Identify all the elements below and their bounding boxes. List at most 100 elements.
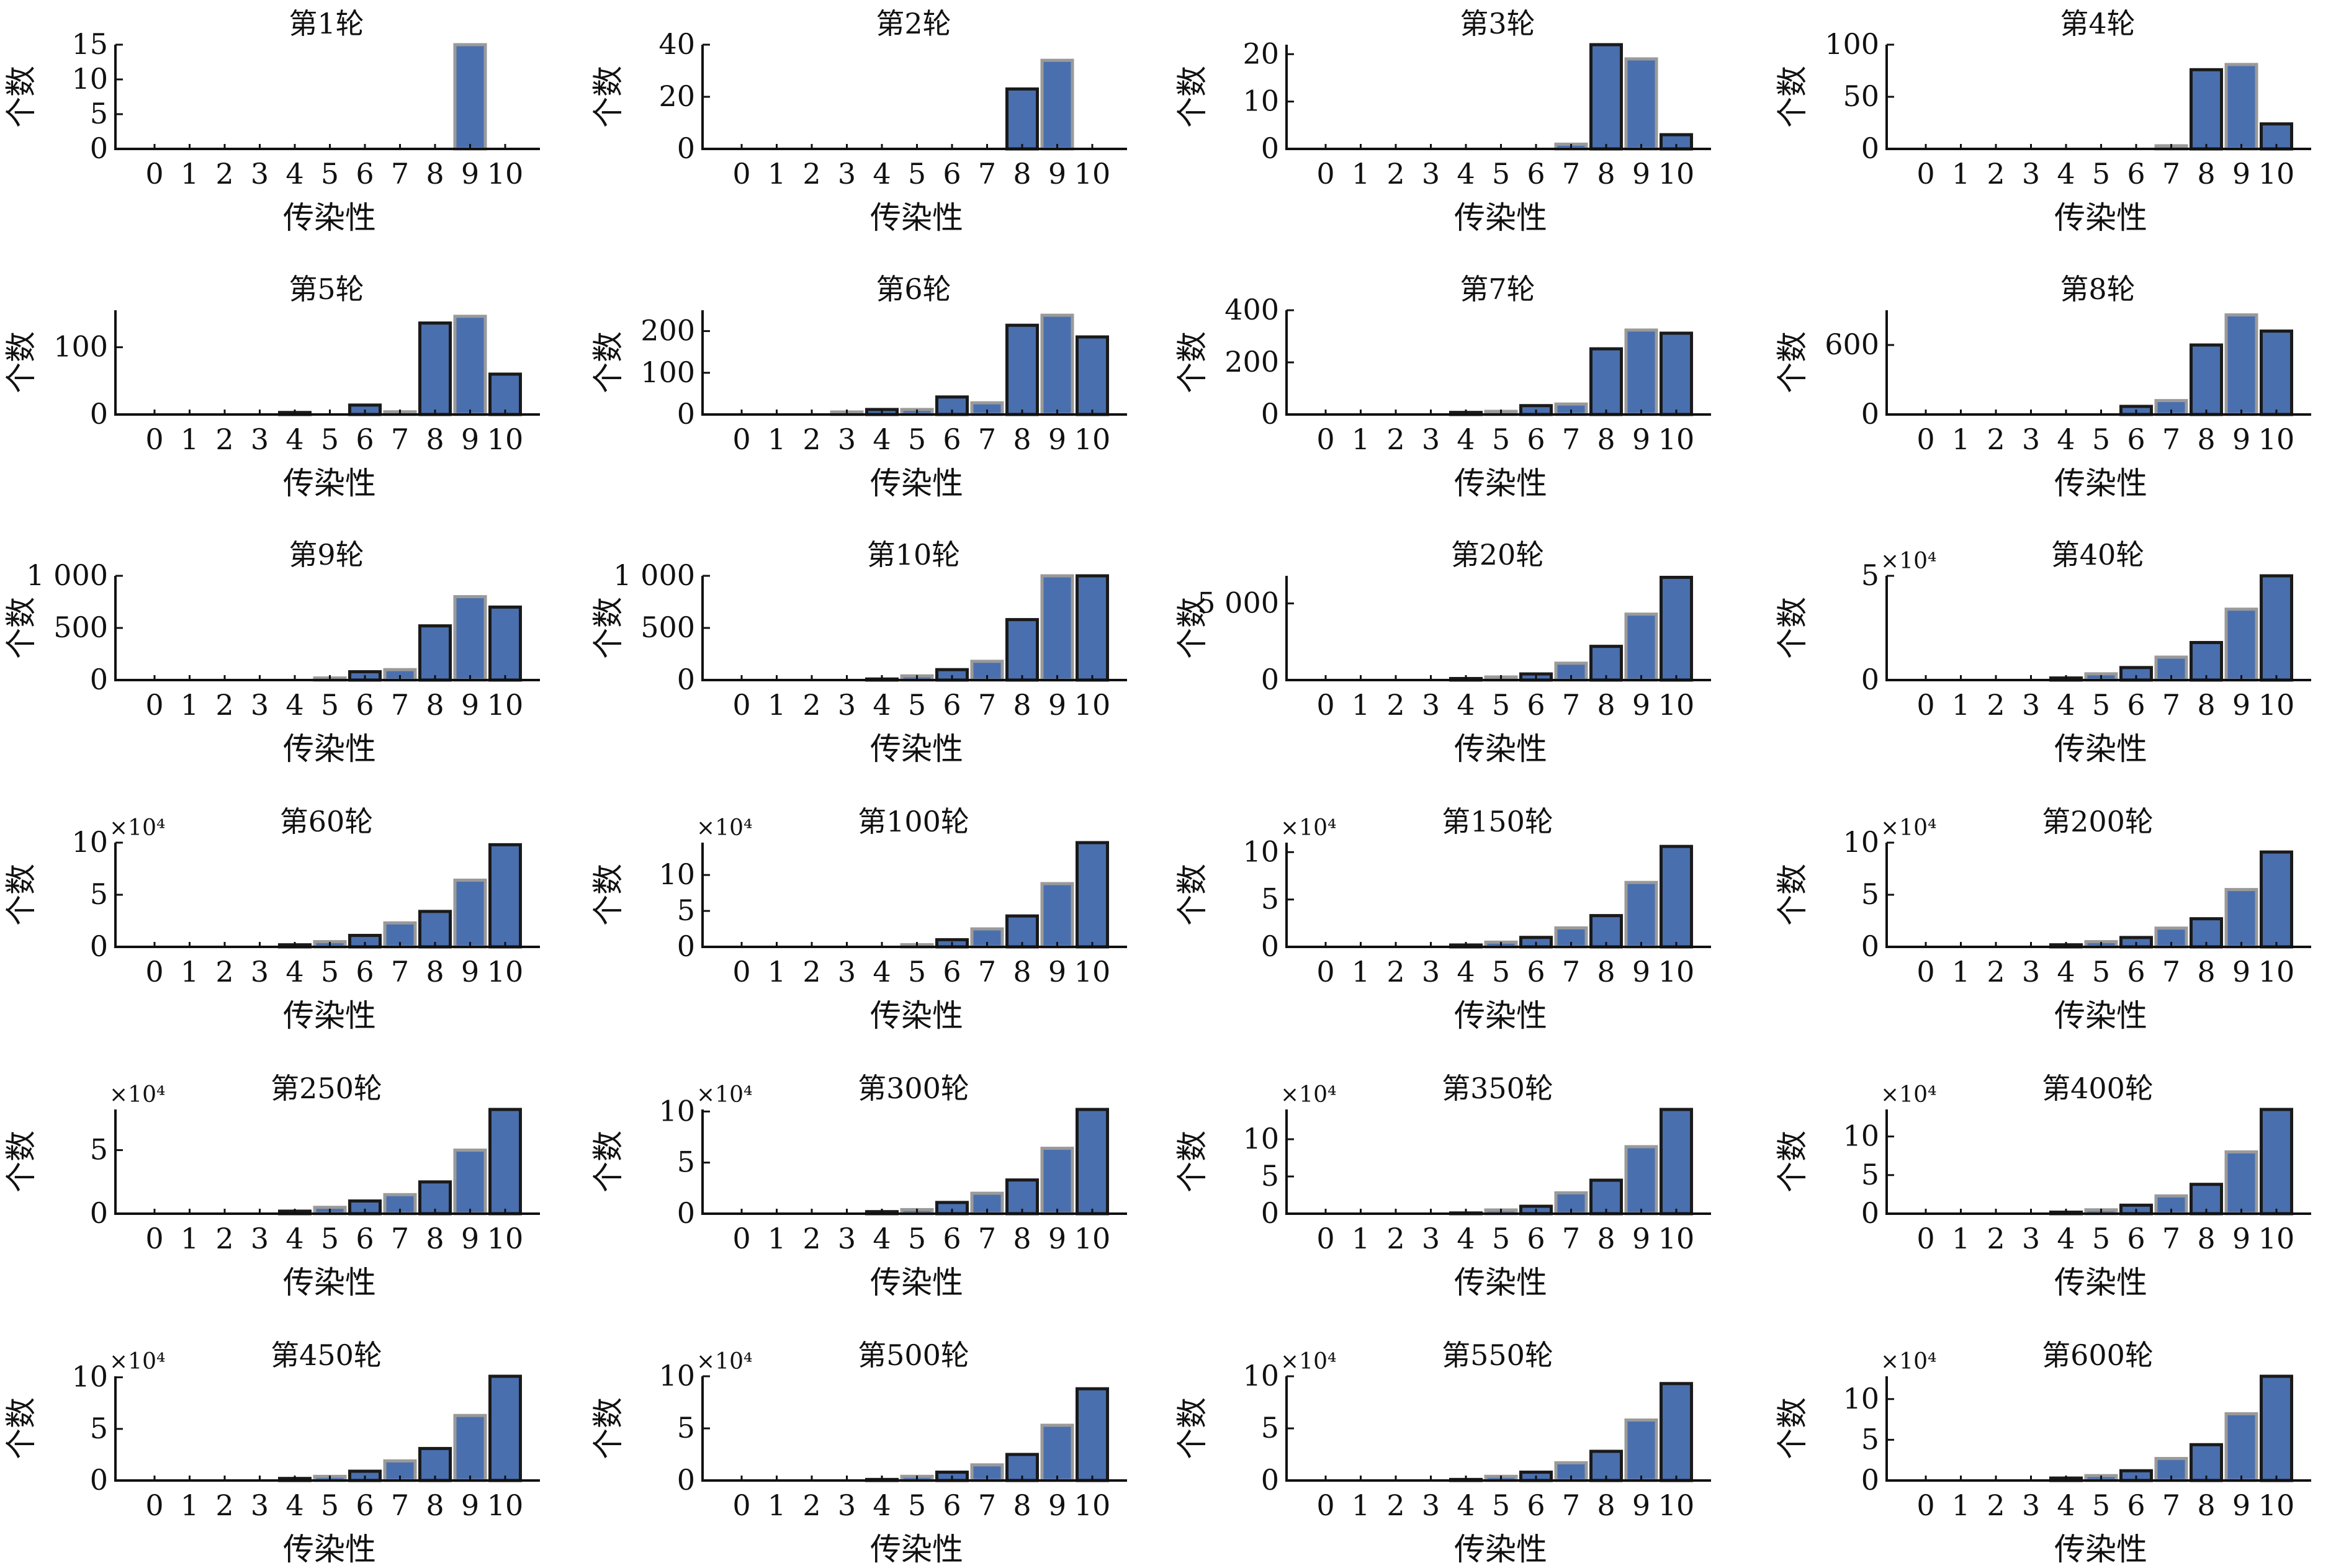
y-tick-label: 5 [90, 1412, 108, 1445]
x-tick-label: 4 [873, 955, 891, 988]
x-tick-label: 3 [838, 423, 856, 456]
y-tick-label: 10 [71, 1360, 108, 1394]
x-tick-label: 8 [1597, 955, 1615, 988]
bar [1040, 313, 1074, 416]
chart-title: 第4轮 [2060, 7, 2135, 40]
bar [2224, 313, 2258, 416]
x-tick-label: 7 [391, 688, 409, 722]
x-tick-label: 6 [356, 423, 374, 456]
axis-multiplier: ×10⁴ [1880, 549, 1936, 574]
y-tick-label: 0 [90, 1463, 108, 1497]
x-tick-label: 5 [908, 423, 926, 456]
x-tick-label: 5 [321, 955, 339, 988]
bar [1624, 880, 1658, 949]
x-tick-label: 3 [251, 1222, 269, 1255]
x-tick-label: 2 [1386, 1222, 1404, 1255]
x-tick-label: 6 [1527, 1222, 1545, 1255]
bar [1589, 43, 1623, 151]
x-tick-label: 6 [1527, 157, 1545, 190]
y-tick-label: 1 000 [613, 558, 695, 592]
bar [1040, 574, 1074, 682]
x-tick-label: 2 [215, 423, 233, 456]
y-tick-label: 5 000 [1197, 586, 1279, 619]
x-axis-label: 传染性 [1454, 465, 1547, 501]
x-tick-label: 10 [487, 423, 524, 456]
chart-title: 第150轮 [1442, 805, 1553, 838]
y-tick-label: 5 [677, 1145, 695, 1179]
y-axis-label: 个数 [3, 331, 39, 393]
x-tick-label: 3 [1422, 955, 1440, 988]
x-tick-label: 4 [2057, 1489, 2075, 1522]
x-tick-label: 9 [1048, 157, 1066, 190]
x-tick-label: 9 [461, 955, 479, 988]
y-tick-label: 500 [640, 611, 695, 644]
x-tick-label: 6 [943, 1222, 961, 1255]
y-tick-label: 10 [658, 1094, 695, 1127]
x-tick-label: 2 [215, 157, 233, 190]
y-axis-label: 个数 [3, 864, 39, 926]
x-tick-label: 2 [215, 1222, 233, 1255]
x-tick-label: 0 [145, 688, 163, 722]
axis-multiplier: ×10⁴ [1280, 1082, 1336, 1108]
x-tick-label: 8 [2197, 955, 2215, 988]
y-axis-label: 个数 [1774, 331, 1810, 393]
x-tick-label: 3 [1422, 157, 1440, 190]
y-tick-label: 500 [53, 611, 108, 644]
bar [418, 910, 452, 949]
x-tick-label: 10 [1658, 955, 1695, 988]
x-tick-label: 1 [1952, 1222, 1970, 1255]
axis-multiplier: ×10⁴ [1280, 1349, 1336, 1374]
x-tick-label: 1 [768, 157, 786, 190]
y-tick-label: 0 [90, 397, 108, 431]
x-tick-label: 6 [356, 688, 374, 722]
x-tick-label: 3 [2022, 1489, 2040, 1522]
x-axis-label: 传染性 [283, 731, 376, 767]
x-tick-label: 0 [145, 423, 163, 456]
x-axis-label: 传染性 [870, 465, 963, 501]
bar [1660, 331, 1693, 416]
x-tick-label: 5 [321, 423, 339, 456]
x-tick-label: 3 [838, 1222, 856, 1255]
x-tick-label: 6 [1527, 955, 1545, 988]
x-tick-label: 4 [1457, 955, 1475, 988]
y-axis-label: 个数 [3, 1397, 39, 1459]
x-axis-label: 传染性 [1454, 1531, 1547, 1565]
x-tick-label: 6 [2127, 1222, 2145, 1255]
axis-multiplier: ×10⁴ [696, 815, 752, 841]
x-tick-label: 3 [251, 423, 269, 456]
x-tick-label: 10 [2258, 955, 2295, 988]
x-tick-label: 7 [391, 1222, 409, 1255]
x-tick-label: 4 [1457, 1222, 1475, 1255]
chart-title: 第8轮 [2060, 272, 2135, 306]
x-tick-label: 10 [1074, 423, 1111, 456]
x-tick-label: 5 [2092, 1489, 2110, 1522]
x-tick-label: 8 [2197, 1489, 2215, 1522]
x-tick-label: 6 [2127, 955, 2145, 988]
y-tick-label: 0 [677, 663, 695, 696]
x-tick-label: 7 [2162, 1222, 2180, 1255]
x-tick-label: 4 [1457, 423, 1475, 456]
y-tick-label: 200 [1224, 345, 1279, 379]
y-tick-label: 0 [1861, 397, 1879, 431]
x-tick-label: 1 [1952, 423, 1970, 456]
x-tick-label: 7 [978, 423, 996, 456]
x-axis-label: 传染性 [1454, 731, 1547, 767]
x-tick-label: 1 [768, 955, 786, 988]
chart-title: 第5轮 [289, 272, 364, 306]
y-tick-label: 10 [1242, 1122, 1279, 1155]
y-tick-label: 20 [1242, 37, 1279, 70]
x-tick-label: 2 [215, 688, 233, 722]
x-tick-label: 6 [356, 157, 374, 190]
y-tick-label: 0 [677, 397, 695, 431]
axis-multiplier: ×10⁴ [1880, 815, 1936, 841]
y-tick-label: 0 [1261, 1463, 1279, 1497]
x-tick-label: 6 [2127, 423, 2145, 456]
x-tick-label: 10 [2258, 423, 2295, 456]
